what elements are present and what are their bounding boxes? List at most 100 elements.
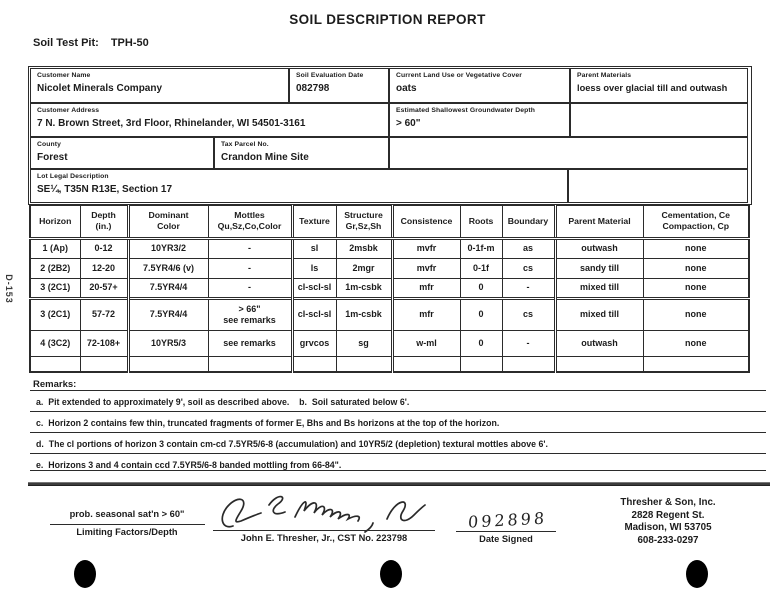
remarks-rule xyxy=(30,390,766,391)
table-row: 4 (3C2) 72-108+ 10YR5/3 see remarks grvc… xyxy=(29,329,750,357)
table-cell: 72-108+ xyxy=(79,329,129,357)
field-customer-name: Customer Name Nicolet Minerals Company xyxy=(30,68,289,103)
section-divider-bar xyxy=(28,482,770,486)
table-cell xyxy=(553,355,644,373)
table-cell: mixed till xyxy=(553,296,644,331)
date-signed-line xyxy=(456,531,556,532)
table-row: 3 (2C1) 57-72 7.5YR4/4 > 66" see remarks… xyxy=(29,296,750,331)
field-value: Nicolet Minerals Company xyxy=(37,83,163,94)
remarks-rule xyxy=(30,432,766,433)
table-cell: 57-72 xyxy=(79,296,129,331)
remark-line: e. Horizons 3 and 4 contain ccd 7.5YR5/6… xyxy=(36,460,342,470)
table-cell: cs xyxy=(501,296,556,331)
table-row: 3 (2C1) 20-57+ 7.5YR4/4 - cl-scl-sl 1m-c… xyxy=(29,277,750,299)
table-cell: 10YR5/3 xyxy=(126,329,209,357)
table-cell: > 66" see remarks xyxy=(207,296,293,331)
table-cell: 12-20 xyxy=(79,257,129,279)
column-header: Depth (in.) xyxy=(79,204,129,240)
company-name: Thresher & Son, Inc. xyxy=(620,497,716,508)
field-label: Lot Legal Description xyxy=(37,173,109,180)
table-cell: 1m-csbk xyxy=(335,277,393,299)
table-cell: 2mgr xyxy=(335,257,393,279)
table-cell: 0-1f-m xyxy=(459,237,503,259)
table-cell: cs xyxy=(501,257,556,279)
table-cell: w-ml xyxy=(390,329,461,357)
field-parent-materials: Parent Materials loess over glacial till… xyxy=(570,68,748,103)
signature-line xyxy=(213,530,435,531)
table-cell: 7.5YR4/4 xyxy=(126,277,209,299)
table-cell: 2msbk xyxy=(335,237,393,259)
table-row xyxy=(29,355,750,373)
table-cell: mixed till xyxy=(553,277,644,299)
table-cell: mvfr xyxy=(390,257,461,279)
soil-test-pit: Soil Test Pit: TPH-50 xyxy=(33,37,149,49)
column-header: Consistence xyxy=(390,204,461,240)
table-cell: - xyxy=(207,277,293,299)
column-header: Dominant Color xyxy=(126,204,209,240)
table-cell xyxy=(390,355,461,373)
table-cell: none xyxy=(642,296,750,331)
table-cell: sl xyxy=(290,237,337,259)
field-label: Customer Address xyxy=(37,107,100,114)
table-cell: 0-1f xyxy=(459,257,503,279)
field-value: loess over glacial till and outwash xyxy=(577,83,728,93)
field-empty-box xyxy=(570,103,748,137)
field-value: Forest xyxy=(37,152,68,163)
page-title: SOIL DESCRIPTION REPORT xyxy=(289,12,486,27)
table-cell: mfr xyxy=(390,296,461,331)
limiting-factors-line xyxy=(50,524,205,525)
table-cell: - xyxy=(207,257,293,279)
table-cell: 0-12 xyxy=(79,237,129,259)
remarks-rule xyxy=(30,470,766,471)
table-header-row: Horizon Depth (in.) Dominant Color Mottl… xyxy=(29,204,750,240)
table-cell: outwash xyxy=(553,329,644,357)
table-cell: sandy till xyxy=(553,257,644,279)
table-cell: 3 (2C1) xyxy=(29,296,81,331)
table-cell: none xyxy=(642,257,750,279)
field-label: Soil Evaluation Date xyxy=(296,72,364,79)
signature-handwriting xyxy=(221,495,426,533)
table-cell: 10YR3/2 xyxy=(126,237,209,259)
table-cell: 0 xyxy=(459,296,503,331)
column-header: Boundary xyxy=(501,204,556,240)
table-cell: ls xyxy=(290,257,337,279)
field-empty-box xyxy=(568,169,748,203)
remark-line: a. Pit extended to approximately 9', soi… xyxy=(36,397,410,407)
field-lot-legal-description: Lot Legal Description SE¼, T35N R13E, Se… xyxy=(30,169,568,203)
field-label: Parent Materials xyxy=(577,72,632,79)
table-cell: none xyxy=(642,329,750,357)
field-value: 7 N. Brown Street, 3rd Floor, Rhinelande… xyxy=(37,118,306,129)
table-cell: cl-scl-sl xyxy=(290,277,337,299)
table-cell: 3 (2C1) xyxy=(29,277,81,299)
date-signed-handwritten: 092898 xyxy=(467,508,548,532)
certifier-name: John E. Thresher, Jr., CST No. 223798 xyxy=(240,533,408,543)
company-block: Thresher & Son, Inc. 2828 Regent St. Mad… xyxy=(598,497,738,547)
remark-line: c. Horizon 2 contains few thin, truncate… xyxy=(36,418,500,428)
field-value: oats xyxy=(396,83,417,94)
table-cell: none xyxy=(642,237,750,259)
table-cell: see remarks xyxy=(207,329,293,357)
table-cell: 0 xyxy=(459,329,503,357)
table-cell: 20-57+ xyxy=(79,277,129,299)
table-cell: 4 (3C2) xyxy=(29,329,81,357)
margin-document-code: D-153 xyxy=(3,274,14,304)
remarks-rule xyxy=(30,411,766,412)
hole-punch xyxy=(74,560,96,588)
table-cell: mvfr xyxy=(390,237,461,259)
table-cell: 1m-csbk xyxy=(335,296,393,331)
table-cell: 0 xyxy=(459,277,503,299)
table-cell: 2 (2B2) xyxy=(29,257,81,279)
table-cell: sg xyxy=(335,329,393,357)
column-header: Parent Material xyxy=(553,204,644,240)
table-cell: - xyxy=(501,329,556,357)
field-groundwater-depth: Estimated Shallowest Groundwater Depth >… xyxy=(389,103,570,137)
table-cell xyxy=(290,355,337,373)
field-customer-address: Customer Address 7 N. Brown Street, 3rd … xyxy=(30,103,389,137)
hole-punch xyxy=(686,560,708,588)
table-cell xyxy=(207,355,293,373)
company-phone: 608-233-0297 xyxy=(637,534,699,546)
field-tax-parcel: Tax Parcel No. Crandon Mine Site xyxy=(214,137,389,169)
table-cell xyxy=(642,355,750,373)
column-header: Texture xyxy=(290,204,337,240)
